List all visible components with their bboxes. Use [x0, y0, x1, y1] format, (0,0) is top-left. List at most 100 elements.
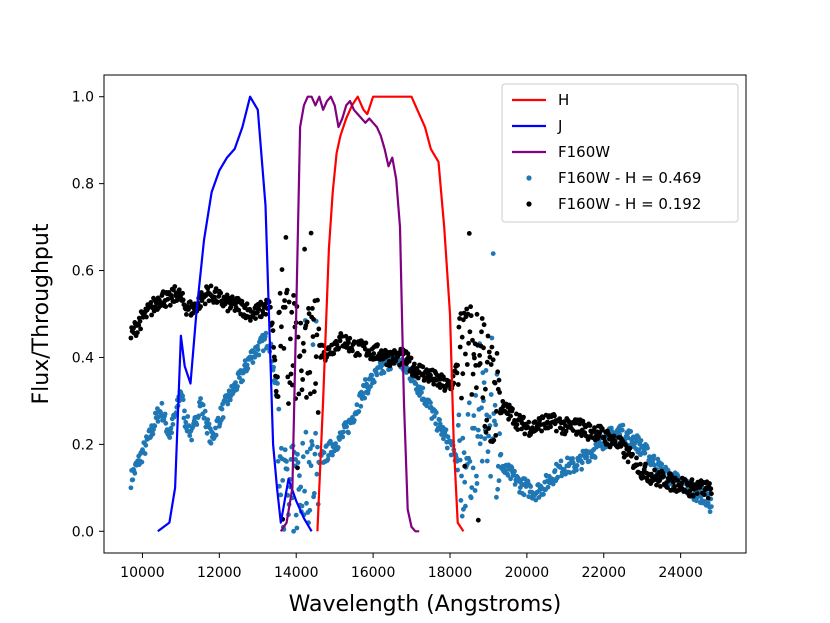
scatter-point: [336, 345, 342, 351]
scatter-point: [244, 301, 250, 307]
scatter-point: [468, 304, 473, 310]
scatter-point: [477, 353, 482, 358]
legend-label: F160W: [558, 143, 610, 161]
scatter-point: [294, 525, 300, 531]
scatter-point: [363, 340, 369, 346]
x-tick-label: 14000: [274, 565, 319, 581]
scatter-point: [309, 439, 315, 444]
scatter-point: [313, 430, 318, 436]
scatter-point: [306, 306, 311, 311]
scatter-point: [552, 413, 557, 419]
scatter-point: [709, 491, 714, 497]
scatter-point: [288, 336, 293, 342]
scatter-point: [455, 382, 461, 387]
scatter-point: [455, 467, 460, 473]
scatter-point: [337, 338, 343, 344]
scatter-point: [570, 456, 575, 461]
scatter-point: [454, 370, 460, 376]
scatter-point: [169, 430, 175, 436]
scatter-point: [630, 451, 635, 457]
scatter-point: [196, 413, 202, 419]
scatter-point: [625, 459, 631, 465]
scatter-point: [505, 472, 511, 478]
scatter-point: [149, 312, 155, 318]
scatter-point: [347, 335, 353, 341]
scatter-point: [462, 479, 468, 485]
legend-label: H: [558, 91, 569, 109]
scatter-point: [276, 406, 282, 412]
scatter-point: [194, 422, 200, 427]
scatter-series-2: [128, 230, 714, 523]
legend-label: J: [557, 117, 562, 135]
scatter-point: [670, 479, 676, 485]
scatter-point: [420, 385, 426, 391]
scatter-point: [675, 478, 681, 483]
scatter-point: [299, 387, 305, 393]
scatter-point: [138, 326, 144, 332]
scatter-point: [163, 420, 169, 426]
x-axis: 10000 12000 14000 16000 18000 20000 22000 24000: [120, 553, 703, 581]
scatter-point: [483, 368, 489, 373]
scatter-point: [187, 433, 193, 438]
scatter-point: [611, 433, 617, 439]
scatter-point: [645, 445, 650, 451]
legend-label: F160W - H = 0.469: [558, 169, 701, 187]
scatter-point: [277, 309, 282, 315]
scatter-point: [183, 419, 189, 425]
scatter-point: [579, 460, 585, 466]
x-tick-label: 10000: [120, 565, 165, 581]
scatter-point: [467, 329, 473, 335]
scatter-point: [297, 353, 303, 359]
scatter-point: [492, 402, 498, 408]
scatter-point: [281, 346, 287, 351]
scatter-point: [627, 445, 633, 451]
scatter-point: [369, 372, 375, 378]
scatter-point: [428, 400, 433, 406]
scatter-point: [431, 381, 437, 387]
scatter-point: [260, 348, 266, 354]
x-tick-label: 16000: [351, 565, 396, 581]
legend: HJ F160W F160W - H = 0.469 F160W - H = 0.19…: [501, 83, 739, 223]
scatter-point: [302, 246, 307, 252]
scatter-point: [227, 397, 233, 403]
scatter-point: [694, 495, 700, 500]
scatter-point: [362, 346, 368, 352]
scatter-point: [570, 428, 576, 433]
scatter-point: [213, 432, 219, 438]
legend-swatch: [526, 201, 532, 207]
scatter-point: [508, 413, 513, 419]
scatter-point: [469, 485, 475, 490]
scatter-point: [285, 374, 291, 380]
line-layer: [157, 95, 465, 533]
scatter-point: [286, 401, 291, 406]
scatter-point: [271, 364, 276, 370]
scatter-point: [550, 481, 556, 487]
scatter-point: [472, 425, 477, 431]
scatter-point: [269, 320, 275, 326]
scatter-point: [464, 362, 470, 367]
scatter-point: [492, 380, 498, 386]
scatter-point: [459, 473, 464, 479]
scatter-point: [253, 316, 258, 321]
scatter-point: [284, 466, 290, 472]
scatter-point: [701, 492, 707, 497]
scatter-point: [271, 345, 276, 350]
y-tick-label: 0.2: [72, 437, 94, 453]
scatter-point: [379, 362, 385, 368]
scatter-point: [689, 477, 695, 482]
scatter-point: [480, 395, 486, 401]
scatter-point: [237, 375, 242, 380]
scatter-point: [463, 351, 468, 357]
scatter-point: [162, 411, 168, 417]
scatter-point: [495, 369, 501, 375]
scatter-point: [206, 421, 212, 427]
scatter-point: [455, 422, 461, 428]
scatter-point: [496, 377, 502, 383]
scatter-point: [515, 427, 521, 432]
scatter-point: [387, 363, 393, 369]
scatter-point: [314, 471, 320, 477]
scatter-point: [148, 300, 154, 305]
scatter-point: [508, 476, 513, 482]
scatter-point: [494, 351, 500, 356]
